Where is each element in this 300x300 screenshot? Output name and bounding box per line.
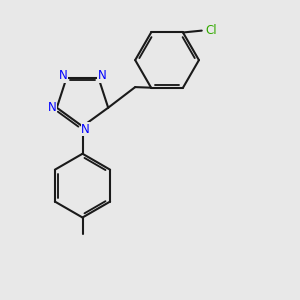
Text: Cl: Cl (205, 24, 217, 37)
Text: N: N (48, 101, 56, 114)
Text: N: N (81, 123, 90, 136)
Text: N: N (98, 69, 106, 82)
Text: N: N (58, 69, 67, 82)
